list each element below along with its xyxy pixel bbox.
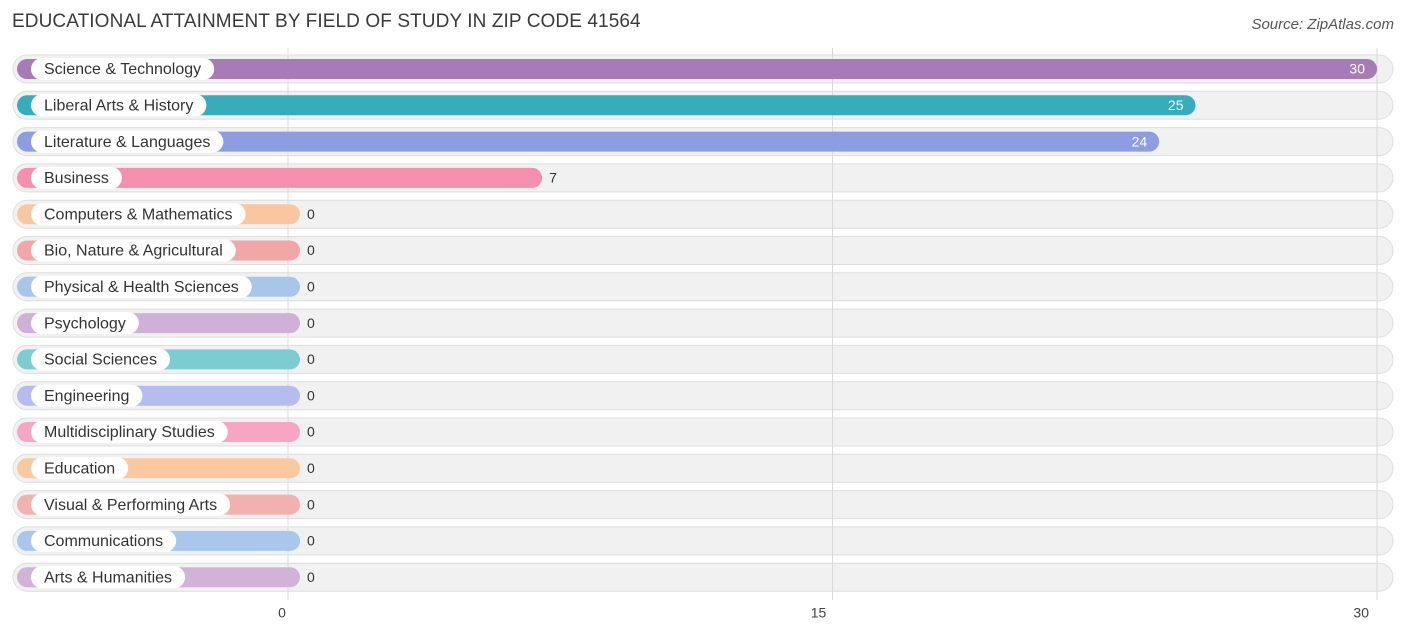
category-label-physical-and-health-sciences: Physical & Health Sciences — [44, 279, 239, 296]
value-label-education: 0 — [307, 460, 315, 476]
label-pill-psychology — [31, 312, 139, 335]
row-bg-multidisciplinary-studies — [12, 417, 1394, 447]
x-axis-ticks: 0 15 30 — [278, 605, 1369, 621]
bar-science-and-technology[interactable] — [17, 59, 1377, 79]
chart-title: EDUCATIONAL ATTAINMENT BY FIELD OF STUDY… — [12, 11, 641, 32]
label-pill-science-and-technology — [31, 58, 215, 80]
value-label-social-sciences: 0 — [307, 351, 315, 367]
row-bg-education — [12, 453, 1394, 483]
category-label-business: Business — [44, 170, 109, 187]
row-bg-physical-and-health-sciences — [12, 272, 1394, 302]
bars: Science & Technology 30 Liberal Arts & His… — [17, 58, 1377, 589]
category-label-psychology: Psychology — [44, 315, 126, 332]
value-label-liberal-arts-and-history: 25 — [1168, 97, 1184, 113]
label-pill-communications — [31, 529, 177, 552]
row-bg-social-sciences — [12, 344, 1394, 374]
label-pill-education — [31, 457, 129, 480]
label-pill-visual-and-performing-arts — [31, 493, 231, 516]
label-pill-multidisciplinary-studies — [31, 421, 228, 443]
category-label-engineering: Engineering — [44, 388, 129, 405]
bar-literature-and-languages[interactable] — [17, 131, 1160, 152]
value-label-bio-nature-and-agricultural: 0 — [307, 242, 315, 258]
label-pill-engineering — [31, 384, 143, 407]
value-label-literature-and-languages: 24 — [1132, 133, 1148, 149]
label-pill-liberal-arts-and-history — [31, 94, 207, 117]
category-label-science-and-technology: Science & Technology — [44, 61, 201, 78]
category-label-social-sciences: Social Sciences — [44, 352, 157, 369]
value-label-computers-and-mathematics: 0 — [307, 206, 315, 222]
label-pill-bio-nature-and-agricultural — [31, 239, 236, 262]
bar-liberal-arts-and-history[interactable] — [17, 95, 1196, 116]
row-bg-psychology — [12, 308, 1394, 338]
x-tick-label: 15 — [811, 605, 827, 621]
chart-source: Source: ZipAtlas.com — [1251, 16, 1394, 33]
category-label-literature-and-languages: Literature & Languages — [44, 134, 210, 151]
x-tick-label: 30 — [1353, 605, 1369, 621]
row-bg-computers-and-mathematics — [12, 199, 1394, 229]
row-bg-engineering — [12, 381, 1394, 411]
category-label-multidisciplinary-studies: Multidisciplinary Studies — [44, 424, 215, 441]
category-label-computers-and-mathematics: Computers & Mathematics — [44, 206, 233, 223]
category-label-education: Education — [44, 461, 115, 478]
label-pill-social-sciences — [31, 348, 170, 371]
value-label-communications: 0 — [307, 533, 315, 549]
label-pill-literature-and-languages — [31, 130, 224, 153]
bar-business[interactable] — [17, 167, 543, 188]
category-label-arts-and-humanities: Arts & Humanities — [44, 569, 172, 586]
value-label-multidisciplinary-studies: 0 — [307, 424, 315, 440]
label-pill-computers-and-mathematics — [31, 203, 246, 226]
category-label-visual-and-performing-arts: Visual & Performing Arts — [44, 497, 217, 514]
value-label-psychology: 0 — [307, 315, 315, 331]
label-pill-arts-and-humanities — [31, 566, 186, 589]
value-label-engineering: 0 — [307, 387, 315, 403]
row-bg-visual-and-performing-arts — [12, 490, 1394, 520]
value-label-business: 7 — [549, 170, 557, 186]
row-bg-bio-nature-and-agricultural — [12, 236, 1394, 265]
value-label-physical-and-health-sciences: 0 — [307, 279, 315, 295]
label-pill-business — [31, 166, 122, 189]
category-label-bio-nature-and-agricultural: Bio, Nature & Agricultural — [44, 243, 223, 260]
value-label-visual-and-performing-arts: 0 — [307, 496, 315, 512]
category-label-liberal-arts-and-history: Liberal Arts & History — [44, 98, 193, 115]
category-label-communications: Communications — [44, 533, 163, 550]
label-pill-physical-and-health-sciences — [31, 275, 252, 298]
value-label-arts-and-humanities: 0 — [307, 569, 315, 585]
x-tick-label: 0 — [278, 605, 286, 621]
row-bg-communications — [12, 526, 1394, 556]
row-bg-arts-and-humanities — [12, 562, 1394, 592]
value-label-science-and-technology: 30 — [1349, 61, 1365, 77]
